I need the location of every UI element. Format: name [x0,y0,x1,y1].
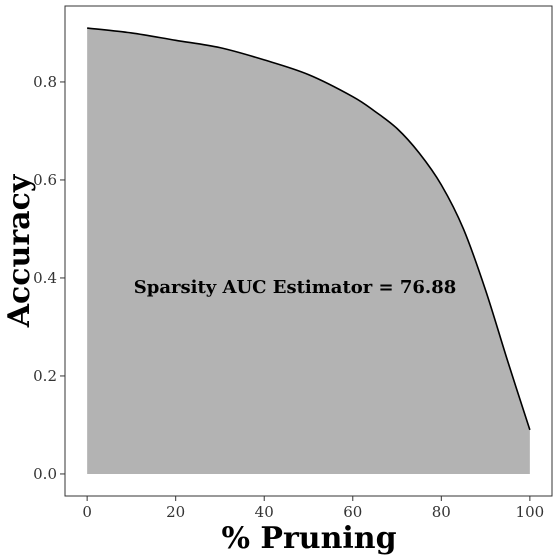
accuracy-curve-line [87,27,531,431]
x-tick-label: 20 [166,503,185,521]
x-tick-label: 60 [343,503,362,521]
y-tick-label: 0.8 [33,73,57,91]
y-axis-title: Accuracy [2,173,37,328]
y-tick-label: 0.2 [33,367,57,385]
x-tick-label: 0 [82,503,92,521]
x-tick-label: 40 [255,503,274,521]
x-tick-label: 100 [516,503,545,521]
y-tick-label: 0.0 [33,465,57,483]
y-tick-label: 0.4 [33,269,57,287]
y-axis-ticks: 0.0 0.2 0.4 0.6 0.8 [33,73,65,483]
sparsity-auc-annotation: Sparsity AUC Estimator = 76.88 [134,277,457,298]
x-axis-title: % Pruning [221,521,396,556]
x-tick-label: 80 [432,503,451,521]
accuracy-area-fill [87,28,530,474]
x-axis-ticks: 0 20 40 60 80 100 [82,496,544,521]
y-tick-label: 0.6 [33,171,57,189]
